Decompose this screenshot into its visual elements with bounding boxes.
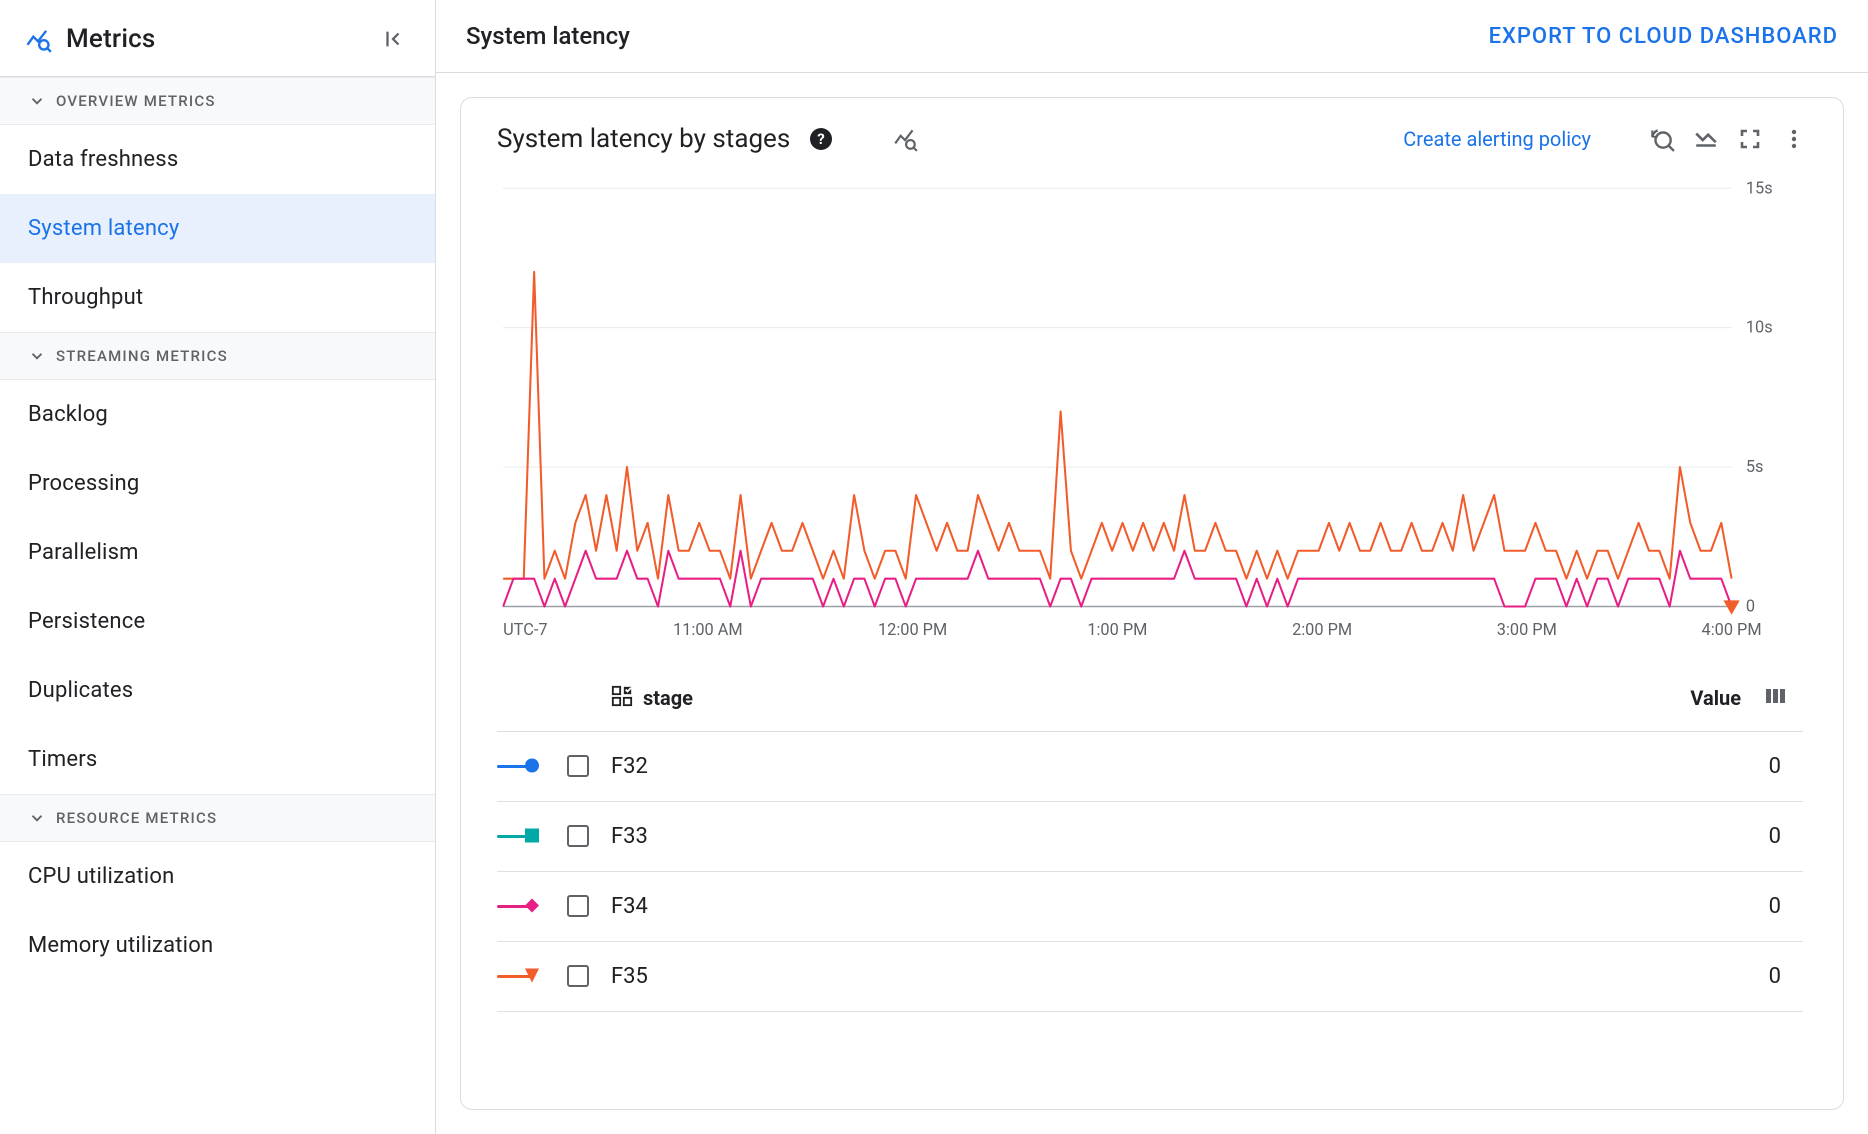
sidebar-title: Metrics	[66, 24, 379, 54]
legend-value: 0	[1643, 964, 1803, 989]
svg-text:4:00 PM: 4:00 PM	[1702, 620, 1762, 639]
legend-toggle-icon[interactable]	[1693, 126, 1719, 152]
legend-swatch	[497, 905, 567, 908]
sidebar-section-label: RESOURCE METRICS	[56, 809, 217, 827]
legend-value: 0	[1643, 754, 1803, 779]
legend-row[interactable]: F35 0	[497, 942, 1803, 1012]
page-title: System latency	[466, 22, 630, 50]
legend-checkbox[interactable]	[567, 895, 589, 917]
legend-stage-label: F34	[611, 894, 1643, 919]
svg-text:3:00 PM: 3:00 PM	[1497, 620, 1557, 639]
export-to-dashboard-link[interactable]: EXPORT TO CLOUD DASHBOARD	[1489, 24, 1838, 49]
collapse-sidebar-button[interactable]	[379, 25, 407, 53]
chart-title: System latency by stages	[497, 124, 790, 154]
metrics-icon	[24, 25, 52, 53]
svg-text:15s: 15s	[1746, 178, 1773, 197]
sidebar-section-label: OVERVIEW METRICS	[56, 92, 216, 110]
legend-row[interactable]: F34 0	[497, 872, 1803, 942]
sidebar-item[interactable]: Backlog	[0, 380, 435, 449]
svg-text:0: 0	[1746, 597, 1755, 616]
svg-text:5s: 5s	[1746, 457, 1764, 476]
sidebar-item[interactable]: Memory utilization	[0, 911, 435, 980]
svg-text:1:00 PM: 1:00 PM	[1087, 620, 1147, 639]
sidebar-item[interactable]: CPU utilization	[0, 842, 435, 911]
explore-icon[interactable]	[892, 126, 918, 152]
sidebar-section-header[interactable]: RESOURCE METRICS	[0, 794, 435, 842]
sidebar-item[interactable]: System latency	[0, 194, 435, 263]
create-alerting-policy-link[interactable]: Create alerting policy	[1403, 127, 1591, 151]
chart-area[interactable]: 0 5s 10s 15s UTC-7 11:00 AM 12:00 PM 1:00 PM 2:0…	[461, 162, 1843, 658]
sidebar-item[interactable]: Throughput	[0, 263, 435, 332]
legend-table: stage Value F32 0	[461, 658, 1843, 1012]
legend-value-header: Value	[1643, 686, 1763, 710]
chart-card-header: System latency by stages ? Create alerti…	[461, 98, 1843, 162]
legend-row[interactable]: F32 0	[497, 732, 1803, 802]
svg-text:10s: 10s	[1746, 318, 1773, 337]
sidebar: Metrics OVERVIEW METRICS Data freshnessSy…	[0, 0, 436, 1134]
legend-stage-header: stage	[643, 686, 693, 710]
legend-swatch	[497, 835, 567, 838]
svg-text:12:00 PM: 12:00 PM	[878, 620, 947, 639]
sidebar-section-header[interactable]: STREAMING METRICS	[0, 332, 435, 380]
sidebar-item[interactable]: Processing	[0, 449, 435, 518]
sidebar-item[interactable]: Parallelism	[0, 518, 435, 587]
sidebar-item[interactable]: Data freshness	[0, 125, 435, 194]
svg-text:UTC-7: UTC-7	[503, 620, 547, 639]
chart-card: System latency by stages ? Create alerti…	[460, 97, 1844, 1110]
main: System latency EXPORT TO CLOUD DASHBOARD…	[436, 0, 1868, 1134]
svg-text:?: ?	[818, 130, 825, 148]
legend-row[interactable]: F33 0	[497, 802, 1803, 872]
legend-stage-label: F32	[611, 754, 1643, 779]
legend-value: 0	[1643, 894, 1803, 919]
legend-rows: F32 0 F33 0 F34 0	[497, 732, 1803, 1012]
line-chart: 0 5s 10s 15s UTC-7 11:00 AM 12:00 PM 1:00 PM 2:0…	[497, 178, 1803, 658]
sidebar-item[interactable]: Timers	[0, 725, 435, 794]
legend-checkbox[interactable]	[567, 825, 589, 847]
legend-stage-label: F33	[611, 824, 1643, 849]
svg-text:2:00 PM: 2:00 PM	[1292, 620, 1352, 639]
legend-checkbox[interactable]	[567, 965, 589, 987]
reset-zoom-icon[interactable]	[1649, 126, 1675, 152]
legend-stage-label: F35	[611, 964, 1643, 989]
legend-header: stage Value	[497, 658, 1803, 732]
legend-checkbox[interactable]	[567, 755, 589, 777]
chevron-down-icon	[28, 92, 46, 110]
sidebar-header: Metrics	[0, 0, 435, 77]
column-picker-icon[interactable]	[1763, 684, 1803, 713]
sidebar-item[interactable]: Persistence	[0, 587, 435, 656]
sidebar-section-header[interactable]: OVERVIEW METRICS	[0, 77, 435, 125]
svg-text:11:00 AM: 11:00 AM	[673, 620, 743, 639]
legend-swatch	[497, 975, 567, 978]
help-icon[interactable]: ?	[808, 126, 834, 152]
fullscreen-icon[interactable]	[1737, 126, 1763, 152]
sidebar-item[interactable]: Duplicates	[0, 656, 435, 725]
more-icon[interactable]	[1781, 126, 1807, 152]
chevron-down-icon	[28, 809, 46, 827]
sidebar-section-label: STREAMING METRICS	[56, 347, 228, 365]
legend-value: 0	[1643, 824, 1803, 849]
topbar: System latency EXPORT TO CLOUD DASHBOARD	[436, 0, 1868, 73]
sidebar-sections: OVERVIEW METRICS Data freshnessSystem lat…	[0, 77, 435, 980]
legend-swatch	[497, 765, 567, 768]
chevron-down-icon	[28, 347, 46, 365]
stage-groupby-icon[interactable]	[611, 685, 633, 712]
